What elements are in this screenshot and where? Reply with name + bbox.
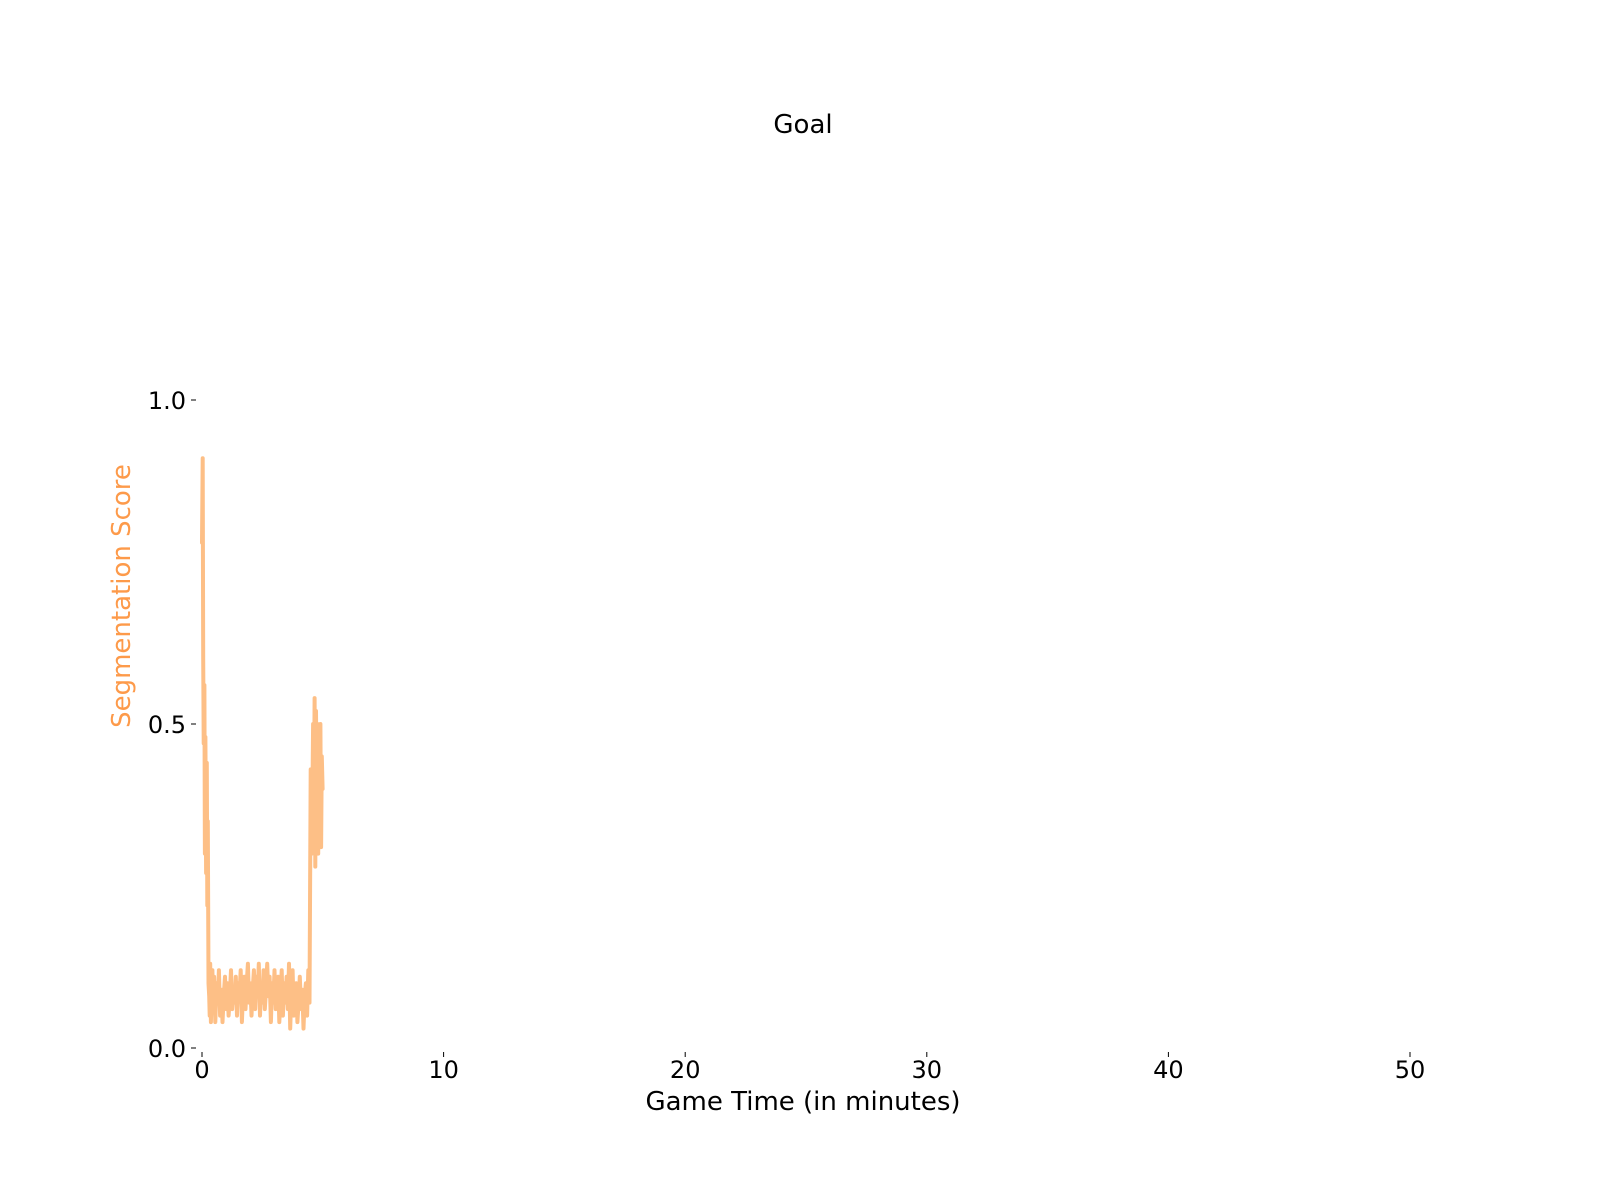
x-tick-label: 30 [912, 1056, 943, 1084]
y-tick-label: 0.0 [148, 1035, 186, 1063]
chart-title: Goal [773, 110, 832, 140]
x-tick-label: 20 [670, 1056, 701, 1084]
plot-area [200, 456, 325, 1031]
y-axis-label: Segmentation Score [107, 464, 137, 728]
x-axis: 0 10 20 30 40 50 [194, 1052, 1425, 1084]
x-tick-label: 0 [194, 1056, 209, 1084]
x-tick-label: 10 [428, 1056, 459, 1084]
x-axis-label: Game Time (in minutes) [645, 1087, 960, 1117]
x-tick-label: 50 [1395, 1056, 1426, 1084]
y-axis: 0.0 0.5 1.0 [148, 387, 196, 1063]
y-tick-label: 1.0 [148, 387, 186, 415]
y-tick-label: 0.5 [148, 711, 186, 739]
segmentation-score-line [200, 456, 325, 1031]
x-tick-label: 40 [1153, 1056, 1184, 1084]
